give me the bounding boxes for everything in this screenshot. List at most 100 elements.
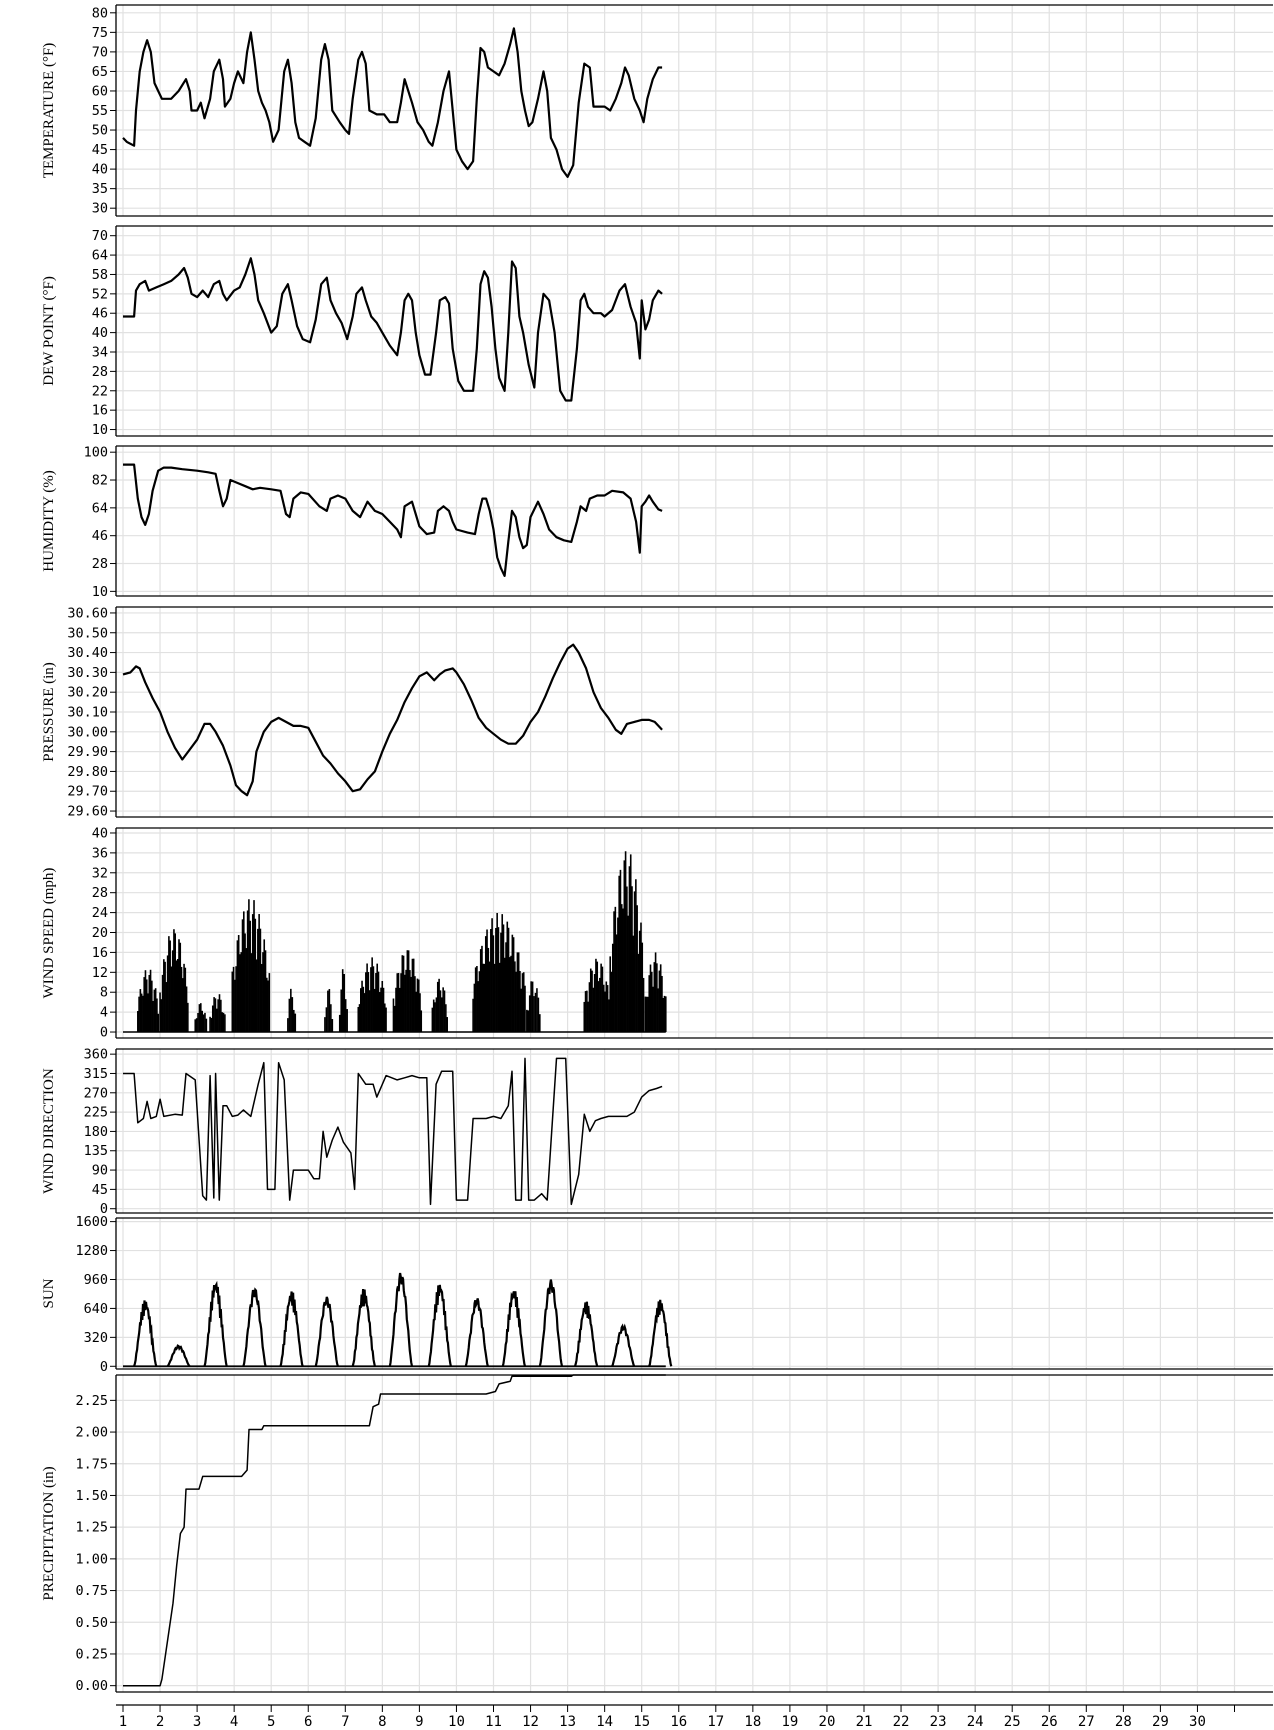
wind-direction-axis-title: WIND DIRECTION	[41, 1068, 57, 1194]
sun-daily-curve	[388, 1272, 414, 1367]
wind-speed-axis-title: WIND SPEED (mph)	[41, 868, 57, 999]
y-tick-label: 30.50	[67, 625, 108, 641]
x-tick-label: 16	[670, 1714, 687, 1730]
x-tick-label: 18	[744, 1714, 761, 1730]
y-tick-label: 270	[84, 1085, 108, 1101]
precipitation-series-line	[123, 1374, 666, 1687]
x-tick-label: 9	[415, 1714, 423, 1730]
y-tick-label: 30.20	[67, 685, 108, 701]
y-tick-label: 34	[92, 345, 108, 361]
wind-direction-panel: 360 315 270 225 180 135 90 45 0 WIND DIRECTION	[41, 1047, 1273, 1217]
y-tick-label: 10	[92, 584, 108, 600]
y-tick-label: 1.50	[75, 1488, 108, 1504]
y-tick-label: 8	[100, 985, 108, 1001]
y-tick-label: 40	[92, 325, 108, 341]
y-tick-label: 0	[100, 1025, 108, 1041]
y-tick-label: 24	[92, 905, 108, 921]
x-tick-label: 1	[119, 1714, 127, 1730]
y-tick-label: 46	[92, 528, 108, 544]
y-tick-label: 360	[84, 1047, 108, 1063]
x-tick-label: 24	[967, 1714, 984, 1730]
x-tick-label: 15	[633, 1714, 650, 1730]
sun-daily-curve	[242, 1287, 267, 1367]
dew-point-panel: 70 64 58 52 46 40 34 28 22 16 10 DEW POINT (°F)	[41, 225, 1273, 438]
y-tick-label: 1600	[75, 1214, 108, 1230]
sun-daily-curve	[427, 1284, 452, 1367]
y-tick-label: 0.25	[75, 1646, 108, 1662]
y-tick-label: 1280	[75, 1243, 108, 1259]
y-tick-label: 29.60	[67, 804, 108, 820]
x-tick-label: 8	[378, 1714, 386, 1730]
sun-daily-curve	[279, 1291, 304, 1367]
y-tick-label: 70	[92, 228, 108, 244]
x-axis: 1 2 3 4 5 6 7 8 9 10 11 12 13 14 15 16 17 18 19 20 21 22 23 24 2…	[116, 1704, 1273, 1730]
temperature-axis-title: TEMPERATURE (°F)	[41, 43, 57, 179]
precipitation-axis-title: PRECIPITATION (in)	[41, 1466, 57, 1600]
x-tick-label: 17	[707, 1714, 724, 1730]
y-tick-label: 20	[92, 925, 108, 941]
y-tick-label: 1.00	[75, 1551, 108, 1567]
x-tick-label: 30	[1189, 1714, 1206, 1730]
sun-plot-area	[116, 1218, 1273, 1369]
y-tick-label: 0.75	[75, 1583, 108, 1599]
y-tick-label: 45	[92, 1182, 108, 1198]
x-tick-label: 11	[485, 1714, 502, 1730]
sun-daily-curve	[538, 1279, 564, 1367]
y-tick-label: 45	[92, 142, 108, 158]
y-tick-label: 80	[92, 5, 108, 21]
y-tick-label: 0.00	[75, 1678, 108, 1694]
x-tick-label: 29	[1152, 1714, 1169, 1730]
y-tick-label: 46	[92, 306, 108, 322]
y-tick-label: 12	[92, 965, 108, 981]
y-tick-label: 2.00	[75, 1425, 108, 1441]
sun-daily-curve	[464, 1298, 489, 1367]
y-tick-label: 55	[92, 103, 108, 119]
y-tick-label: 29.80	[67, 764, 108, 780]
temperature-panel: 80 75 70 65 60 55 50 45 40 35 30 TEMPERATURE (°F)	[41, 4, 1273, 217]
x-tick-label: 7	[341, 1714, 349, 1730]
y-tick-label: 320	[84, 1330, 108, 1346]
dew-point-axis-title: DEW POINT (°F)	[41, 276, 57, 386]
precipitation-plot-area	[116, 1375, 1273, 1692]
y-tick-label: 35	[92, 181, 108, 197]
y-tick-label: 100	[84, 445, 108, 461]
y-tick-label: 32	[92, 865, 108, 881]
y-tick-label: 0	[100, 1201, 108, 1217]
y-tick-label: 52	[92, 286, 108, 302]
x-tick-label: 2	[156, 1714, 164, 1730]
y-tick-label: 30.60	[67, 605, 108, 621]
humidity-series-line	[123, 463, 663, 577]
y-tick-label: 60	[92, 83, 108, 99]
y-tick-label: 16	[92, 403, 108, 419]
y-tick-label: 180	[84, 1124, 108, 1140]
x-tick-label: 27	[1078, 1714, 1095, 1730]
x-tick-label: 26	[1041, 1714, 1058, 1730]
x-tick-label: 12	[522, 1714, 539, 1730]
y-tick-label: 960	[84, 1272, 108, 1288]
y-tick-label: 30.10	[67, 705, 108, 721]
y-tick-label: 90	[92, 1163, 108, 1179]
x-tick-label: 5	[267, 1714, 275, 1730]
temperature-series-line	[122, 27, 663, 178]
y-tick-label: 64	[92, 500, 108, 516]
y-tick-label: 640	[84, 1301, 108, 1317]
x-tick-label: 25	[1004, 1714, 1021, 1730]
sun-daily-curve	[648, 1299, 673, 1367]
y-tick-label: 29.70	[67, 784, 108, 800]
y-tick-label: 4	[100, 1005, 108, 1021]
y-tick-label: 64	[92, 248, 108, 264]
sun-daily-curve	[166, 1344, 191, 1368]
y-tick-label: 225	[84, 1105, 108, 1121]
x-tick-label: 28	[1115, 1714, 1132, 1730]
y-tick-label: 16	[92, 945, 108, 961]
x-tick-label: 10	[448, 1714, 465, 1730]
sun-daily-curve	[573, 1301, 599, 1367]
y-tick-label: 70	[92, 44, 108, 60]
x-tick-label: 3	[193, 1714, 201, 1730]
y-tick-label: 10	[92, 422, 108, 438]
y-tick-label: 50	[92, 123, 108, 139]
sun-daily-curve	[351, 1289, 376, 1367]
sun-panel: 1600 1280 960 640 320 0 SUN	[41, 1214, 1273, 1375]
